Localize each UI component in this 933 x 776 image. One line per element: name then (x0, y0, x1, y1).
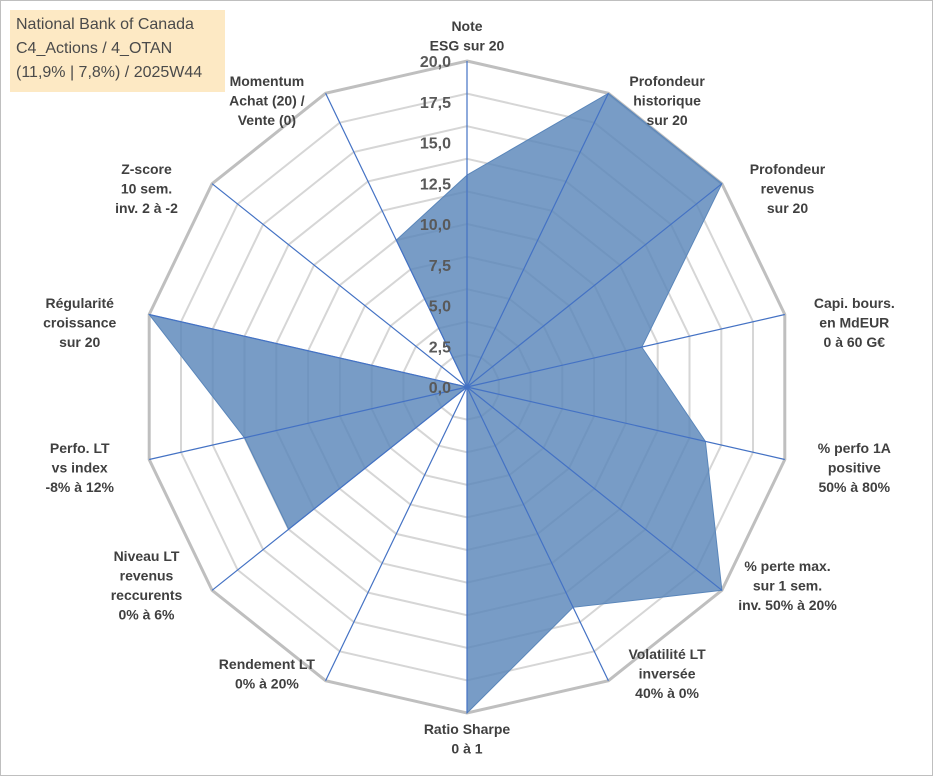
axis-spoke (211, 386, 468, 591)
axis-spoke (466, 313, 785, 388)
category-label: Volatilité LT inversée 40% à 0% (628, 646, 706, 701)
category-label-line: inv. 50% à 20% (738, 597, 837, 613)
chart-title-box: National Bank of Canada C4_Actions / 4_O… (10, 10, 225, 92)
category-label-line: 50% à 80% (818, 479, 890, 495)
category-label: Perfo. LT vs index -8% à 12% (45, 440, 114, 495)
category-label-line: inv. 2 à -2 (115, 200, 178, 216)
radial-tick-labels: 0,0 2,5 5,0 7,5 10,0 12,5 15,0 17,5 20,0 (420, 54, 451, 397)
category-label-line: en MdEUR (819, 315, 889, 331)
axis-spoke (466, 386, 723, 591)
radar-spokes (149, 61, 785, 713)
radial-tick-label: 7,5 (429, 258, 451, 275)
axis-spoke (325, 93, 468, 388)
category-label-line: Vente (0) (238, 112, 296, 128)
axis-spoke (325, 386, 468, 681)
radial-tick-label: 15,0 (420, 136, 451, 153)
title-line-3: (11,9% | 7,8%) / 2025W44 (16, 64, 203, 81)
category-label-line: -8% à 12% (45, 479, 114, 495)
axis-spoke (211, 183, 468, 388)
category-label-line: vs index (52, 460, 108, 476)
category-label-line: positive (828, 460, 881, 476)
radial-tick-label: 12,5 (420, 176, 451, 193)
category-label-line: historique (633, 93, 701, 109)
radial-tick-label: 2,5 (429, 339, 451, 356)
category-label: Ratio Sharpe 0 à 1 (424, 721, 511, 757)
category-label: Rendement LT 0% à 20% (219, 656, 316, 692)
axis-spoke (466, 386, 785, 461)
category-label-line: 0 à 60 G€ (824, 334, 886, 350)
category-label-line: Ratio Sharpe (424, 721, 511, 737)
category-label-line: Régularité (45, 295, 114, 311)
category-label: Profondeur revenus sur 20 (750, 161, 826, 216)
category-label-line: Note (451, 18, 482, 34)
category-label: % perfo 1A positive 50% à 80% (818, 440, 891, 495)
axis-spoke (149, 313, 468, 388)
title-line-2: C4_Actions / 4_OTAN (16, 40, 173, 57)
category-labels: Note ESG sur 20 Profondeur historique sur 20… (43, 18, 895, 757)
category-label: Capi. bours. en MdEUR 0 à 60 G€ (814, 295, 895, 350)
category-label-line: Volatilité LT (628, 646, 706, 662)
axis-spoke (466, 183, 723, 388)
category-label-line: Z-score (121, 161, 172, 177)
category-label-line: 40% à 0% (635, 685, 699, 701)
category-label-line: sur 1 sem. (753, 577, 822, 593)
category-label-line: % perte max. (744, 558, 830, 574)
axis-spoke (466, 93, 609, 388)
category-label: Note ESG sur 20 (430, 18, 505, 54)
category-label-line: revenus (761, 181, 815, 197)
category-label-line: 0% à 6% (118, 607, 175, 623)
radial-tick-label: 20,0 (420, 54, 451, 71)
category-label-line: Niveau LT (114, 548, 180, 564)
category-label-line: revenus (120, 568, 174, 584)
category-label: % perte max. sur 1 sem. inv. 50% à 20% (738, 558, 837, 613)
category-label-line: ESG sur 20 (430, 37, 505, 53)
category-label-line: inversée (639, 666, 696, 682)
radial-tick-label: 0,0 (429, 380, 451, 397)
axis-spoke (149, 386, 468, 461)
category-label: Profondeur historique sur 20 (629, 73, 705, 128)
category-label-line: 10 sem. (121, 181, 172, 197)
category-label-line: Momentum (230, 73, 305, 89)
category-label-line: Achat (20) / (229, 93, 305, 109)
category-label-line: Rendement LT (219, 656, 316, 672)
radial-tick-label: 10,0 (420, 217, 451, 234)
radial-tick-label: 17,5 (420, 95, 451, 112)
category-label-line: Profondeur (629, 73, 705, 89)
title-line-1: National Bank of Canada (16, 16, 194, 33)
category-label: Régularité croissance sur 20 (43, 295, 116, 350)
category-label-line: Profondeur (750, 161, 826, 177)
category-label-line: sur 20 (59, 334, 100, 350)
category-label-line: Capi. bours. (814, 295, 895, 311)
category-label-line: sur 20 (767, 200, 808, 216)
radial-tick-label: 5,0 (429, 299, 451, 316)
axis-spoke (466, 386, 609, 681)
category-label-line: 0 à 1 (451, 740, 482, 756)
category-label-line: croissance (43, 315, 116, 331)
category-label-line: reccurents (111, 587, 183, 603)
category-label-line: 0% à 20% (235, 675, 299, 691)
category-label-line: Perfo. LT (50, 440, 110, 456)
category-label: Momentum Achat (20) / Vente (0) (229, 73, 305, 128)
category-label: Z-score 10 sem. inv. 2 à -2 (115, 161, 178, 216)
category-label-line: sur 20 (646, 112, 687, 128)
category-label-line: % perfo 1A (818, 440, 891, 456)
category-label: Niveau LT revenus reccurents 0% à 6% (111, 548, 183, 623)
